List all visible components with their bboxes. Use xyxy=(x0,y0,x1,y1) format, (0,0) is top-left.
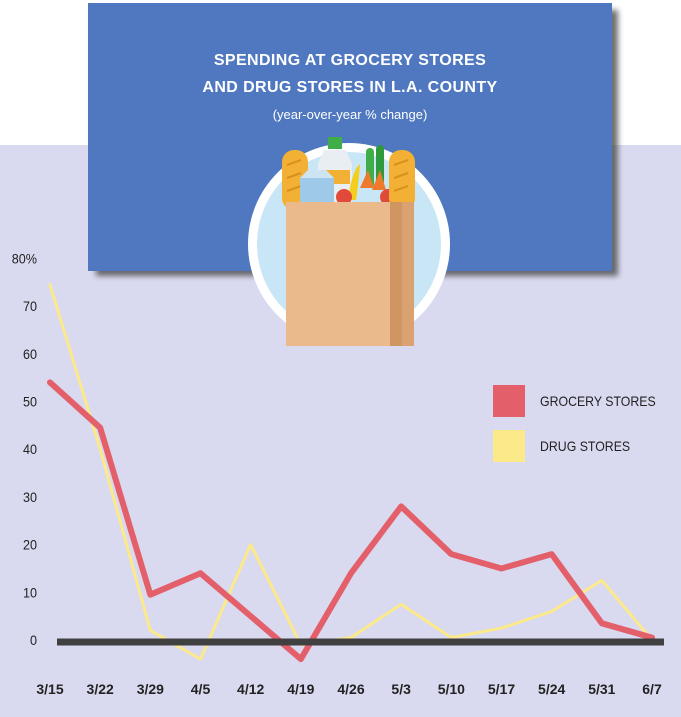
series-line-drug xyxy=(48,283,654,661)
x-tick-label: 4/5 xyxy=(191,681,211,697)
y-tick-label: 30 xyxy=(23,489,37,505)
y-tick-label: 10 xyxy=(23,585,37,601)
x-tick-label: 5/17 xyxy=(488,681,515,697)
chart-title-line-1: SPENDING AT GROCERY STORES xyxy=(213,52,487,69)
x-tick-label: 5/3 xyxy=(391,681,411,697)
x-tick-label: 6/7 xyxy=(642,681,662,697)
legend-swatch-grocery xyxy=(493,385,525,417)
x-tick-label: 4/12 xyxy=(237,681,264,697)
y-tick-label: 60 xyxy=(23,346,37,362)
x-tick-label: 5/31 xyxy=(588,681,615,697)
x-tick-label: 4/19 xyxy=(287,681,314,697)
x-tick-label: 3/22 xyxy=(87,681,114,697)
x-tick-label: 4/26 xyxy=(337,681,364,697)
legend-label-drug: DRUG STORES xyxy=(540,438,631,454)
chart-subtitle: (year-over-year % change) xyxy=(272,107,428,122)
y-tick-label: 0 xyxy=(30,632,37,648)
x-tick-label: 5/24 xyxy=(538,681,565,697)
x-tick-label: 5/10 xyxy=(438,681,465,697)
x-tick-label: 3/29 xyxy=(137,681,164,697)
legend-label-grocery: GROCERY STORES xyxy=(540,393,656,409)
y-tick-label: 20 xyxy=(23,537,37,553)
chart-title-line-2: AND DRUG STORES IN L.A. COUNTY xyxy=(202,79,498,96)
series-line-grocery xyxy=(47,379,655,663)
legend-swatch-drug xyxy=(493,430,525,462)
y-tick-label: 50 xyxy=(23,394,37,410)
y-tick-label: 80% xyxy=(12,251,37,267)
x-tick-label: 3/15 xyxy=(36,681,63,697)
y-tick-label: 40 xyxy=(23,442,37,458)
y-tick-label: 70 xyxy=(23,298,37,314)
